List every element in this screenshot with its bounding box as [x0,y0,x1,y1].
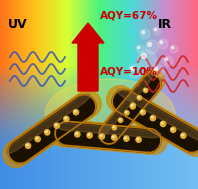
Polygon shape [3,91,101,167]
Circle shape [36,137,38,139]
Circle shape [131,105,133,106]
Text: IR: IR [158,18,172,30]
Circle shape [158,39,168,49]
Circle shape [128,64,142,78]
Circle shape [136,137,141,142]
Circle shape [141,111,143,112]
Circle shape [154,67,158,70]
Circle shape [160,41,163,44]
Circle shape [99,134,105,139]
Circle shape [112,136,114,138]
Polygon shape [6,94,90,153]
FancyArrow shape [72,23,104,91]
Circle shape [138,50,156,68]
Circle shape [45,130,50,135]
Circle shape [131,103,135,108]
Circle shape [118,118,123,122]
Circle shape [124,136,129,141]
Circle shape [138,96,139,98]
Circle shape [113,126,114,128]
Circle shape [100,135,102,136]
Circle shape [55,124,57,126]
Circle shape [27,144,28,146]
Polygon shape [56,123,161,138]
Circle shape [137,46,140,49]
Circle shape [172,128,173,130]
Circle shape [119,119,121,120]
Circle shape [153,27,161,35]
Circle shape [130,104,135,109]
Polygon shape [95,70,165,148]
Circle shape [126,111,127,113]
Polygon shape [55,121,161,153]
Circle shape [151,116,153,118]
Circle shape [88,134,90,135]
Circle shape [181,133,186,138]
Circle shape [75,132,80,137]
Circle shape [73,110,79,115]
Circle shape [150,115,156,121]
Circle shape [137,96,142,100]
Circle shape [111,135,117,140]
Circle shape [144,88,148,93]
Circle shape [170,127,176,132]
Text: AQY=10%: AQY=10% [100,66,158,76]
Circle shape [137,138,139,140]
Circle shape [74,111,76,112]
Circle shape [170,45,178,53]
Polygon shape [117,89,198,142]
Polygon shape [49,120,167,154]
Circle shape [35,136,40,142]
Circle shape [142,31,145,34]
Circle shape [162,122,163,124]
Circle shape [163,56,173,66]
Ellipse shape [45,79,175,149]
Circle shape [141,53,146,58]
Circle shape [25,143,31,148]
Circle shape [132,104,133,105]
Circle shape [76,133,77,134]
Circle shape [171,46,174,49]
Circle shape [65,117,66,119]
Polygon shape [8,95,96,163]
Circle shape [46,131,47,132]
Polygon shape [107,86,198,156]
Circle shape [140,29,150,39]
Circle shape [152,65,164,77]
Circle shape [125,137,126,139]
Polygon shape [112,90,198,153]
Circle shape [148,43,151,46]
Polygon shape [99,74,161,144]
Text: AQY=67%: AQY=67% [100,10,158,20]
Circle shape [87,133,92,138]
Circle shape [54,123,59,128]
Circle shape [125,111,129,115]
Circle shape [160,121,166,127]
Circle shape [154,29,157,31]
Circle shape [112,125,117,130]
Circle shape [136,45,144,53]
Circle shape [64,116,69,122]
Circle shape [131,67,134,70]
Circle shape [140,110,146,115]
Circle shape [165,58,168,61]
Circle shape [144,89,146,90]
Circle shape [145,40,159,54]
Circle shape [182,134,183,136]
Text: UV: UV [8,18,28,30]
Polygon shape [98,73,153,138]
